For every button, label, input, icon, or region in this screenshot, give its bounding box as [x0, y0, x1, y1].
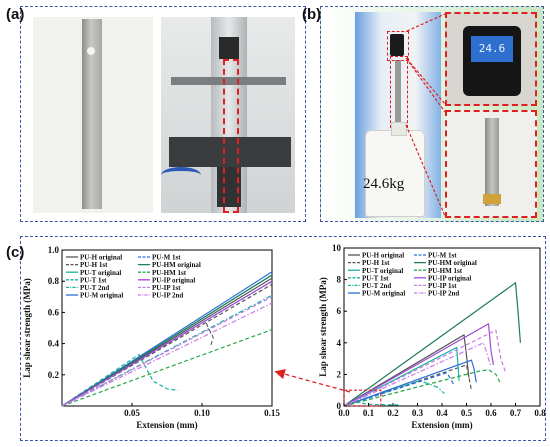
legend-label: PU-H 1st	[80, 261, 108, 269]
x-tick-label: 0.6	[485, 408, 497, 418]
y-tick-label: 4	[337, 338, 342, 348]
x-tick-label: 0.7	[510, 408, 522, 418]
sample-highlight	[223, 59, 239, 213]
legend-label: PU-M 1st	[428, 252, 457, 260]
legend-label: PU-M 1st	[152, 254, 181, 262]
x-tick-label: 0.8	[534, 408, 546, 418]
full-chart: 0.0 0.1 0.2 0.3 0.4 0.5 0.6 0.7 0.8 0 2 4 6 8 10 Extens…	[318, 243, 546, 430]
y-tick-label: 2	[337, 369, 342, 379]
upper-grip	[219, 37, 239, 59]
legend-label: PU-IP 1st	[152, 284, 181, 292]
blue-cable	[161, 167, 201, 183]
x-tick-label: 0.4	[436, 408, 448, 418]
clamp-strip	[485, 118, 499, 206]
x-axis-label: Extension (mm)	[136, 420, 197, 430]
y-tick-label: 0.6	[48, 307, 60, 317]
panel-b: (b) 24.6kg 24.6	[302, 6, 544, 222]
legend-label: PU-HM original	[428, 259, 477, 267]
legend-label: PU-IP original	[152, 276, 195, 284]
crosshead	[171, 77, 286, 85]
y-tick-label: 0	[337, 401, 342, 411]
series-line	[61, 296, 273, 407]
legend-label: PU-HM original	[152, 261, 201, 269]
legend-label: PU-HM 1st	[152, 269, 187, 277]
x-tick-label: 0.10	[194, 408, 210, 418]
steel-strip	[82, 19, 102, 209]
scale-closeup: 24.6	[445, 12, 537, 106]
strip-hole	[87, 47, 95, 55]
series-line	[61, 353, 179, 407]
clamp-closeup	[445, 110, 537, 218]
series-line	[343, 281, 521, 407]
series-line	[61, 280, 273, 407]
legend-label: PU-IP 2nd	[152, 292, 183, 300]
series-line	[343, 359, 477, 407]
x-tick-label: 0.5	[461, 408, 473, 418]
series-line	[343, 333, 470, 407]
series-line	[343, 346, 460, 407]
legend-label: PU-H original	[80, 254, 122, 262]
series-line	[343, 369, 502, 407]
scale-highlight	[387, 31, 409, 61]
series-line	[343, 372, 455, 407]
y-tick-label: 10	[332, 243, 342, 253]
scale-screen: 24.6	[471, 36, 513, 62]
x-tick-label: 0.0	[338, 408, 350, 418]
y-tick-label: 0.8	[48, 276, 60, 286]
legend-label: PU-H 1st	[362, 259, 390, 267]
panel-c: (c)	[6, 236, 546, 441]
y-tick-label: 6	[337, 306, 342, 316]
steel-strip-photo	[33, 17, 153, 213]
series-line	[61, 274, 273, 407]
legend-label: PU-HM 1st	[428, 267, 463, 275]
legend-label: PU-IP 1st	[428, 282, 457, 290]
series-line	[343, 380, 445, 407]
y-tick-label: 8	[337, 275, 342, 285]
legend-label: PU-T 2nd	[80, 284, 109, 292]
series-line	[343, 364, 472, 407]
x-tick-label: 0.1	[363, 408, 375, 418]
zoom-arrow	[274, 369, 351, 393]
clamp-assembly	[169, 137, 291, 167]
series-line	[343, 329, 507, 407]
panel-label-c: (c)	[6, 244, 25, 261]
legend-label: PU-T original	[80, 269, 121, 277]
x-tick-label: 0.3	[412, 408, 424, 418]
series-line	[343, 341, 492, 407]
legend-label: PU-IP original	[428, 274, 471, 282]
legend-label: PU-M original	[80, 292, 123, 300]
legend-label: PU-T 2nd	[362, 282, 391, 290]
zoom-region-box	[343, 389, 382, 407]
x-axis-label: Extension (mm)	[411, 420, 472, 430]
x-tick-label: 0.05	[124, 408, 140, 418]
legend-label: PU-IP 2nd	[428, 290, 459, 298]
panel-a: (a)	[6, 6, 306, 222]
series-drop	[205, 323, 214, 347]
legend-label: PU-T original	[362, 267, 403, 275]
clamp-bolt	[483, 194, 501, 204]
zoomed-chart: 0.05 0.10 0.15 0.2 0.4 0.6 0.8 1.0 Extension (mm…	[22, 245, 280, 430]
legend-label: PU-T 1st	[80, 276, 107, 284]
x-tick-label: 0.2	[387, 408, 399, 418]
digital-scale-small	[390, 34, 404, 56]
legend-label: PU-M original	[362, 290, 405, 298]
series-line	[61, 329, 273, 407]
y-axis-label: Lap shear strength (MPa)	[22, 278, 32, 377]
tensile-machine-photo	[161, 17, 295, 213]
legend-label: PU-H original	[362, 252, 404, 260]
y-tick-label: 1.0	[48, 245, 60, 255]
y-axis-label: Lap shear strength (MPa)	[318, 277, 328, 376]
panel-label-a: (a)	[6, 6, 25, 23]
plot-frame	[61, 249, 273, 407]
series-line	[343, 322, 494, 407]
x-tick-label: 0.15	[264, 408, 280, 418]
legend-label: PU-T 1st	[362, 274, 389, 282]
series-line	[61, 302, 273, 407]
test-strip-vertical	[395, 60, 401, 125]
y-tick-label: 0.4	[48, 339, 60, 349]
weight-label: 24.6kg	[363, 176, 405, 192]
panel-label-b: (b)	[302, 6, 322, 23]
y-tick-label: 0.2	[48, 370, 60, 380]
